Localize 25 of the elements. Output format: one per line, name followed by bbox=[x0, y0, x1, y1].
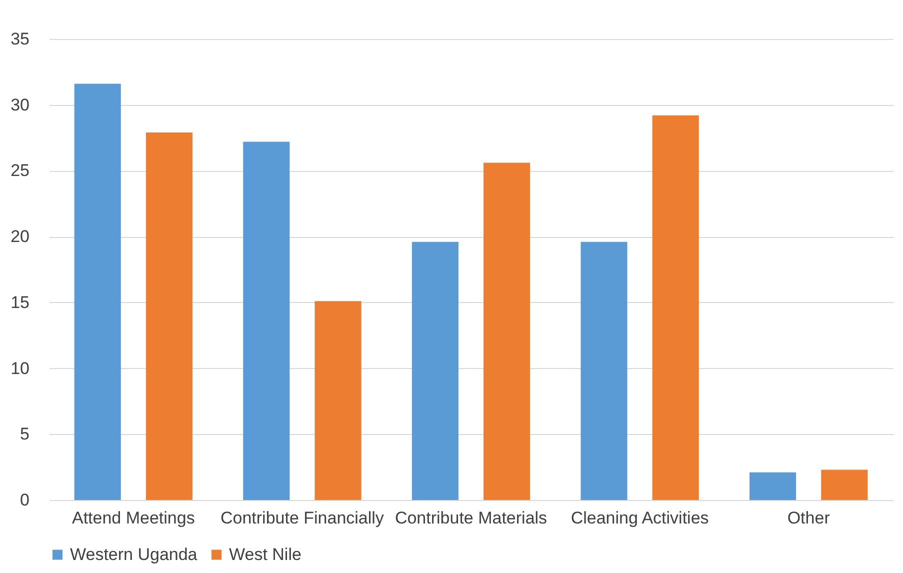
y-tick-label: 35 bbox=[10, 30, 30, 48]
y-tick-label: 10 bbox=[10, 358, 30, 378]
legend-label: Western Uganda bbox=[70, 544, 198, 564]
bar bbox=[74, 84, 121, 500]
bar bbox=[484, 162, 530, 500]
bar bbox=[412, 242, 458, 500]
bar bbox=[821, 470, 868, 500]
bar bbox=[580, 242, 628, 500]
bar bbox=[243, 142, 290, 500]
x-tick-label: Attend Meetings bbox=[72, 508, 195, 528]
x-tick-label: Contribute Financially bbox=[220, 508, 384, 528]
bar bbox=[750, 472, 796, 500]
y-tick-label: 5 bbox=[20, 424, 30, 444]
y-tick-label: 20 bbox=[10, 227, 30, 246]
bar bbox=[146, 132, 192, 500]
bar bbox=[314, 301, 362, 500]
y-tick-label: 0 bbox=[20, 490, 30, 510]
y-tick-label: 15 bbox=[10, 292, 30, 312]
bar bbox=[652, 115, 699, 500]
y-tick-label: 25 bbox=[10, 161, 30, 180]
x-tick-label: Contribute Materials bbox=[394, 508, 548, 528]
y-tick-label: 30 bbox=[10, 95, 30, 114]
x-tick-label: Other bbox=[787, 508, 830, 528]
x-tick-label: Cleaning Activities bbox=[570, 508, 709, 528]
legend-label: West Nile bbox=[229, 544, 302, 564]
